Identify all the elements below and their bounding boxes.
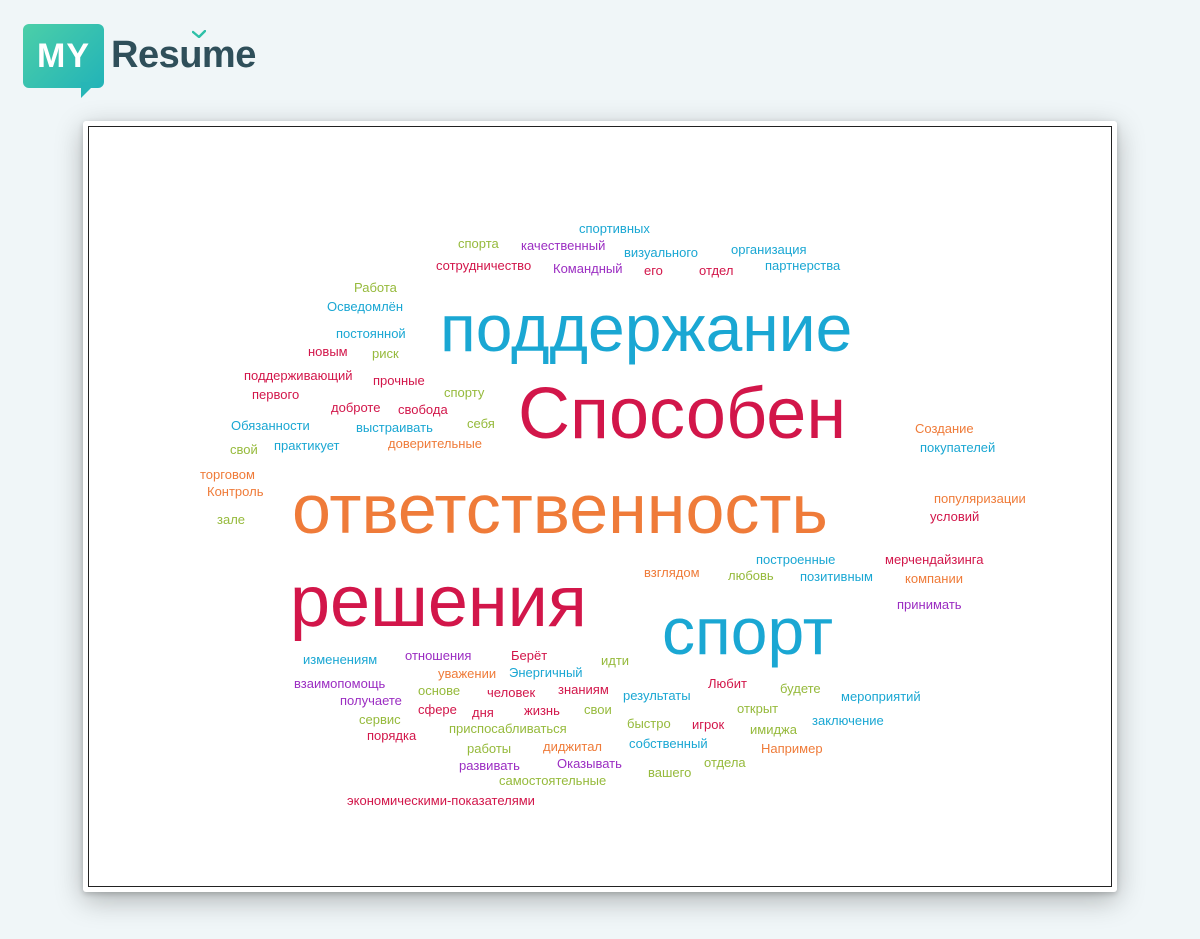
logo-check-icon — [192, 30, 206, 38]
logo-speech-tail — [81, 82, 97, 98]
word-cloud-frame — [83, 121, 1117, 892]
logo-badge-text: MY — [37, 37, 90, 75]
logo-wordmark: Resume — [111, 34, 256, 76]
logo-badge — [23, 24, 104, 88]
brand-logo[interactable]: MY Resume — [23, 24, 263, 100]
word-cloud-canvas — [88, 126, 1112, 887]
